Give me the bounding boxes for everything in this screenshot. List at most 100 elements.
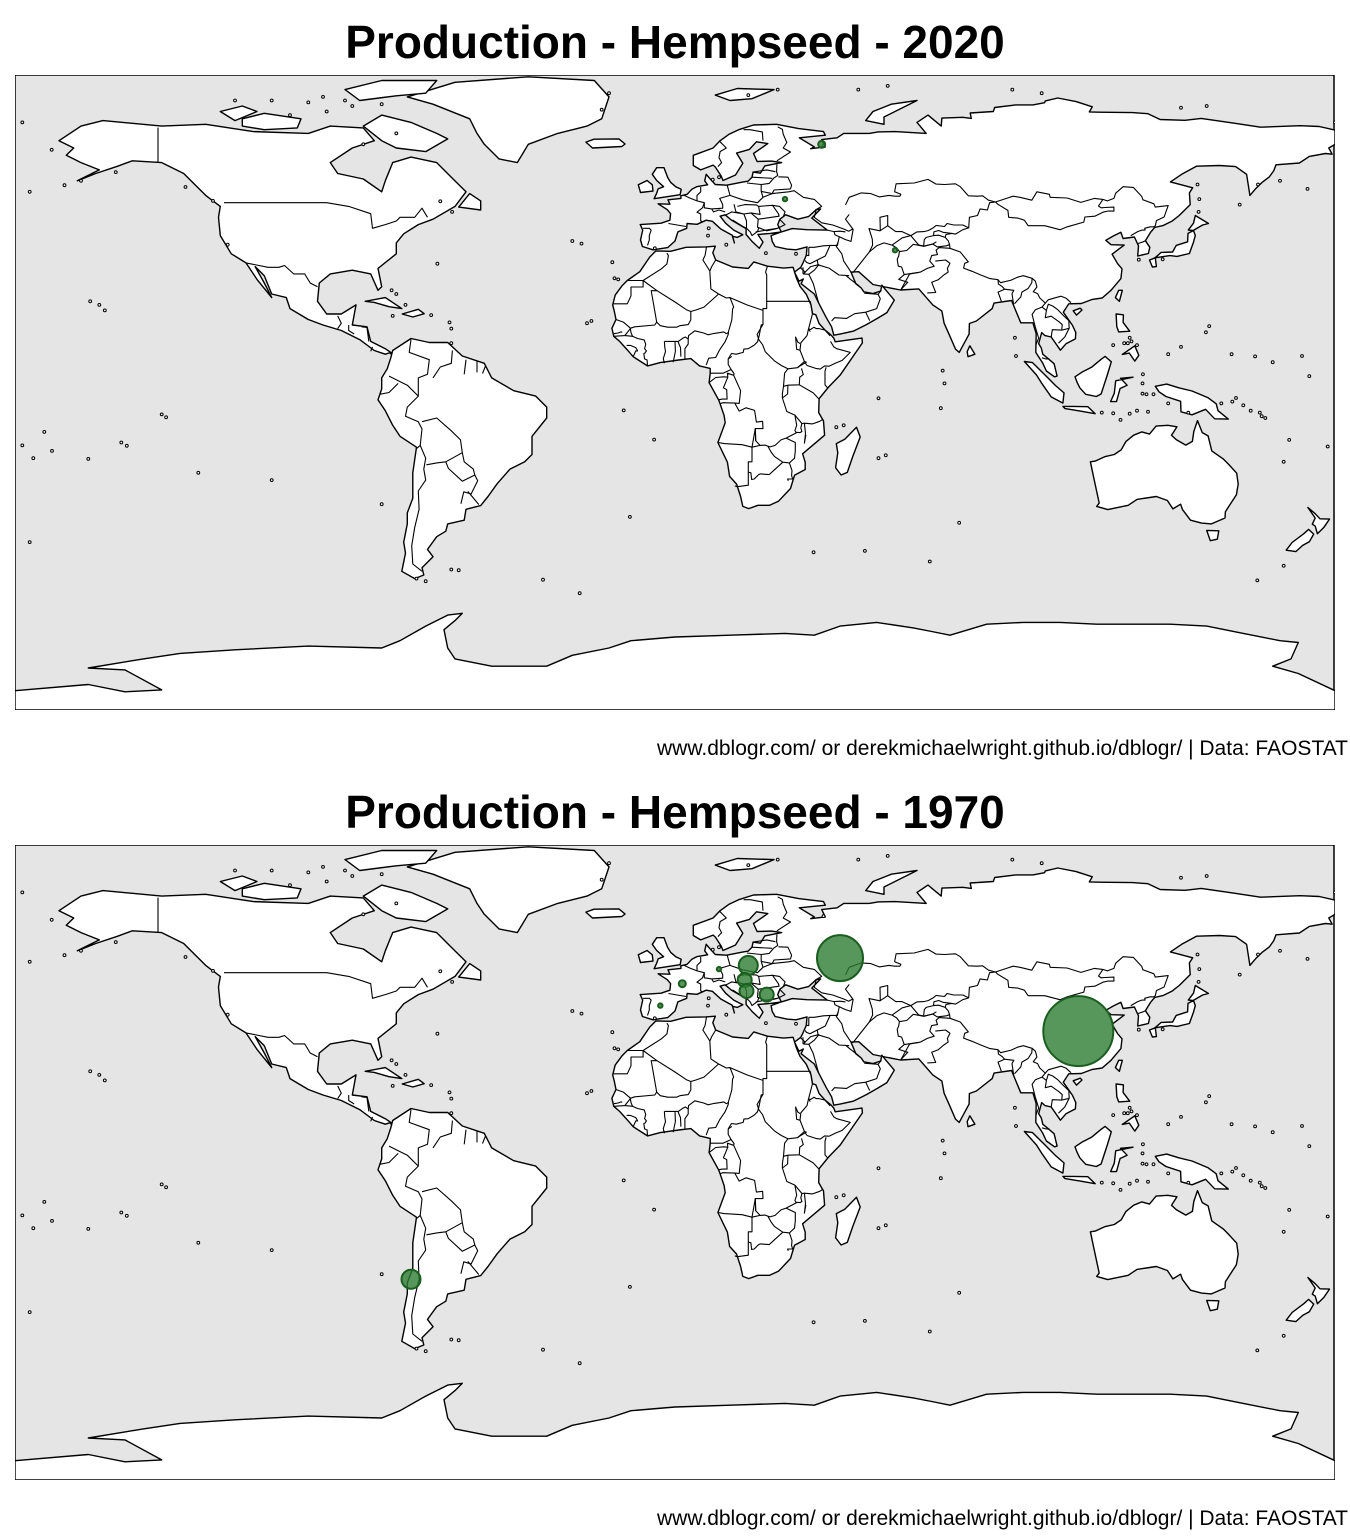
country-border: [761, 176, 793, 195]
small-island: [449, 341, 454, 346]
country-border: [1031, 1047, 1072, 1074]
small-island: [42, 1200, 47, 1204]
country-border: [803, 423, 807, 444]
small-island: [1305, 957, 1310, 961]
production-bubble: [781, 195, 789, 203]
land-masses: [15, 76, 1335, 710]
land-mindanao: [1121, 345, 1140, 362]
land-ellesmere-island: [344, 849, 438, 872]
country-border: [1058, 328, 1070, 344]
small-island: [324, 879, 329, 884]
country-border: [613, 331, 623, 335]
small-island: [164, 415, 169, 420]
small-island: [628, 1285, 632, 1289]
country-border: [1004, 288, 1015, 307]
small-island: [1151, 392, 1156, 397]
land-great-britain: [651, 937, 682, 970]
country-border: [1031, 1072, 1046, 1115]
small-island: [1111, 343, 1116, 348]
land-luzon: [1115, 1083, 1131, 1103]
country-border: [995, 191, 1103, 203]
small-island: [1253, 354, 1257, 359]
country-border: [879, 984, 889, 1001]
small-island: [938, 1176, 943, 1181]
country-border: [807, 301, 814, 332]
country-border: [800, 267, 806, 275]
production-bubble: [400, 1268, 422, 1290]
small-island: [423, 579, 428, 584]
country-border: [845, 274, 860, 287]
small-island: [940, 1138, 945, 1143]
country-border: [746, 227, 760, 237]
country-border: [337, 315, 342, 329]
small-island: [1014, 354, 1018, 358]
small-island: [1325, 444, 1330, 449]
small-island: [449, 1096, 454, 1101]
land-cuba: [364, 296, 403, 310]
country-border: [727, 1067, 764, 1146]
country-border: [683, 964, 705, 993]
small-island: [1136, 1027, 1141, 1032]
small-island: [856, 87, 861, 92]
small-island: [710, 947, 715, 952]
country-border: [677, 1111, 682, 1127]
small-island: [885, 84, 890, 88]
country-border: [703, 954, 731, 980]
small-island: [1146, 1179, 1150, 1184]
land-antarctica: [15, 612, 1335, 710]
small-island: [1234, 1166, 1238, 1170]
country-border: [684, 1108, 689, 1129]
small-island: [577, 1361, 582, 1366]
production-bubble: [817, 139, 827, 149]
small-island: [102, 308, 107, 313]
small-island: [1010, 857, 1015, 862]
country-border: [717, 1198, 757, 1218]
country-border: [927, 259, 951, 294]
small-island: [1256, 952, 1260, 957]
country-border: [804, 259, 818, 265]
small-island: [607, 91, 611, 96]
small-island: [652, 437, 656, 442]
small-island: [863, 1319, 867, 1323]
small-island: [1263, 1186, 1268, 1190]
small-island: [379, 1272, 384, 1277]
small-island: [616, 277, 621, 282]
small-island: [164, 1185, 169, 1190]
land-new-zealand-south: [1285, 528, 1315, 553]
country-border: [806, 1017, 810, 1027]
small-island: [1140, 381, 1145, 386]
small-island: [306, 870, 311, 875]
map-title: Production - Hempseed - 2020: [345, 16, 1005, 68]
small-island: [589, 1089, 594, 1093]
country-border: [802, 1015, 831, 1045]
country-border: [995, 969, 1115, 1001]
land-japan-kyushu: [1148, 257, 1158, 268]
country-border: [734, 472, 749, 488]
small-island: [1248, 1178, 1253, 1183]
country-border: [782, 385, 789, 399]
country-border: [717, 910, 727, 937]
country-border: [642, 252, 669, 281]
small-island: [269, 98, 274, 103]
country-border: [672, 341, 676, 363]
production-bubble: [677, 979, 687, 989]
country-border: [762, 960, 823, 981]
small-island: [1111, 411, 1116, 416]
country-border: [806, 1111, 851, 1140]
small-island: [438, 969, 443, 974]
land-masses: [15, 846, 1335, 1480]
country-border: [746, 997, 760, 1007]
small-island: [940, 368, 945, 373]
land-newfoundland: [458, 192, 482, 211]
country-border: [460, 1244, 479, 1274]
country-border: [864, 1062, 879, 1065]
small-island: [88, 299, 93, 304]
small-island: [570, 1009, 575, 1013]
small-island: [1207, 1094, 1212, 1099]
small-island: [652, 1207, 656, 1212]
country-border: [1130, 996, 1154, 1007]
land-iceland: [585, 138, 626, 149]
country-border: [762, 300, 811, 311]
country-border: [783, 1138, 804, 1157]
country-border: [711, 978, 726, 983]
